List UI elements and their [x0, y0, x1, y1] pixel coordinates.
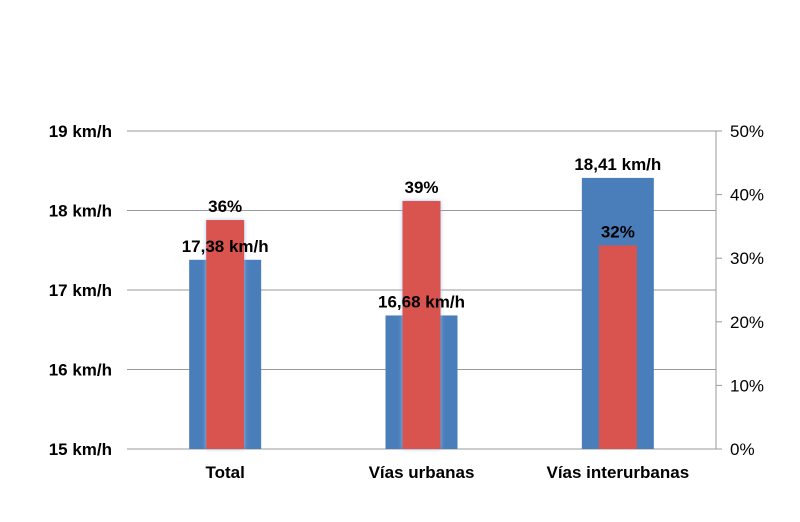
y-right-tick-label: 30%	[730, 249, 764, 268]
y-left-tick-label: 19 km/h	[49, 122, 112, 141]
percent-bar	[402, 200, 441, 449]
x-category-label: Vías interurbanas	[546, 463, 689, 482]
y-left-tick-label: 16 km/h	[49, 361, 112, 380]
y-left-tick-label: 15 km/h	[49, 440, 112, 459]
data-labels: 17,38 km/h 36% 16,68 km/h 39% 18,41 km/h 32%	[182, 155, 662, 312]
speed-data-label: 18,41 km/h	[574, 155, 661, 174]
y-left-tick-label: 18 km/h	[49, 202, 112, 221]
percent-data-label: 39%	[404, 178, 438, 197]
percent-data-label: 32%	[601, 222, 635, 241]
speed-data-label: 16,68 km/h	[378, 292, 465, 311]
y-left-tick-label: 17 km/h	[49, 281, 112, 300]
y-right-tick-label: 20%	[730, 313, 764, 332]
x-category-label: Vías urbanas	[369, 463, 475, 482]
x-category-label: Total	[205, 463, 244, 482]
percent-bar	[598, 245, 637, 449]
speed-data-label: 17,38 km/h	[182, 237, 269, 256]
y-right-tick-label: 40%	[730, 186, 764, 205]
y-right-tick-label: 50%	[730, 122, 764, 141]
percent-data-label: 36%	[208, 197, 242, 216]
percent-bar	[206, 220, 245, 449]
tick-labels: 15 km/h 16 km/h 17 km/h 18 km/h 19 km/h 0% 10%…	[49, 122, 764, 482]
y-right-tick-label: 10%	[730, 376, 764, 395]
percent-bars	[206, 200, 637, 449]
y-right-tick-label: 0%	[730, 440, 755, 459]
